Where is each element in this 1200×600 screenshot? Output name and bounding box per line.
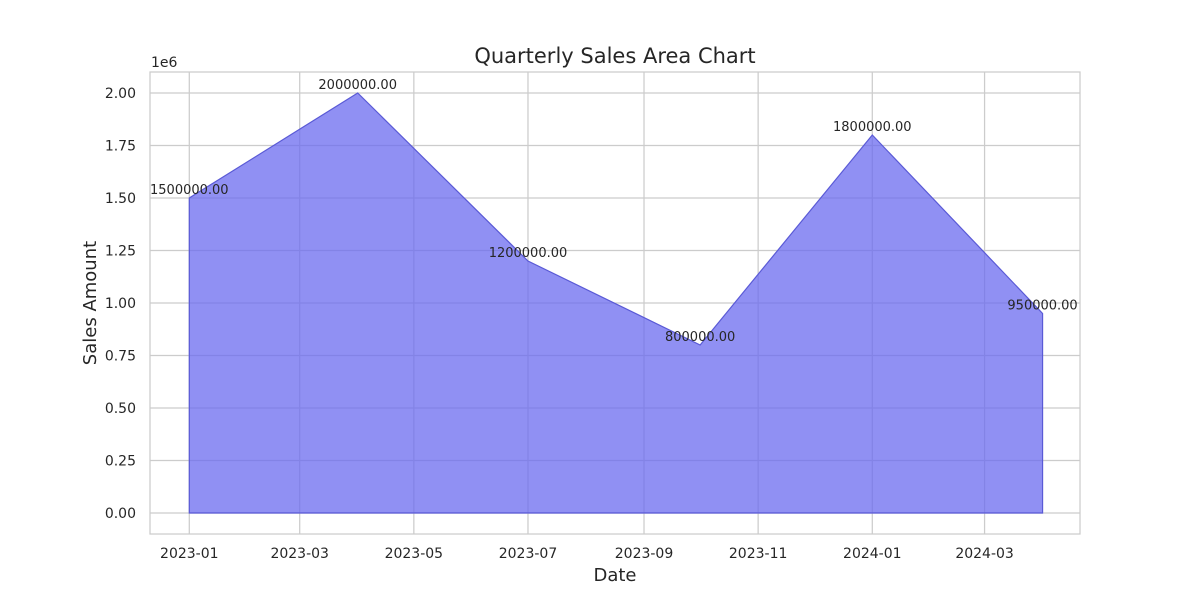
data-label: 950000.00 (1007, 299, 1077, 314)
y-tick-label: 1.50 (105, 191, 136, 207)
chart-title: Quarterly Sales Area Chart (474, 44, 755, 68)
y-tick-label: 0.00 (105, 506, 136, 522)
y-tick-label: 2.00 (105, 86, 136, 102)
y-tick-label: 0.75 (105, 349, 136, 365)
data-label: 1500000.00 (150, 183, 229, 198)
y-axis-offset-label: 1e6 (151, 55, 178, 71)
x-tick-label: 2024-03 (955, 546, 1014, 562)
data-label: 2000000.00 (318, 78, 397, 93)
y-tick-label: 0.25 (105, 454, 136, 470)
data-label: 800000.00 (665, 330, 735, 345)
x-tick-label: 2024-01 (843, 546, 902, 562)
data-label: 1200000.00 (489, 246, 568, 261)
y-axis-ticks: 0.00 0.25 0.50 0.75 1.00 1.25 1.50 1.75 2.00 (105, 86, 136, 522)
x-tick-label: 2023-07 (499, 546, 558, 562)
y-axis-label: Sales Amount (80, 241, 101, 365)
x-axis-ticks: 2023-01 2023-03 2023-05 2023-07 2023-09 2023-… (160, 546, 1014, 562)
x-tick-label: 2023-01 (160, 546, 219, 562)
x-axis-label: Date (593, 565, 636, 586)
area-series (188, 92, 1044, 514)
y-tick-label: 0.50 (105, 401, 136, 417)
plot-frame (149, 71, 1081, 535)
y-tick-label: 1.25 (105, 244, 136, 260)
y-tick-label: 1.00 (105, 296, 136, 312)
x-tick-label: 2023-11 (729, 546, 788, 562)
x-tick-label: 2023-05 (385, 546, 444, 562)
y-tick-label: 1.75 (105, 139, 136, 155)
data-labels: 1500000.00 2000000.00 1200000.00 800000.00 1… (150, 78, 1078, 345)
x-tick-label: 2023-09 (615, 546, 674, 562)
data-label: 1800000.00 (833, 120, 912, 135)
x-tick-label: 2023-03 (270, 546, 329, 562)
